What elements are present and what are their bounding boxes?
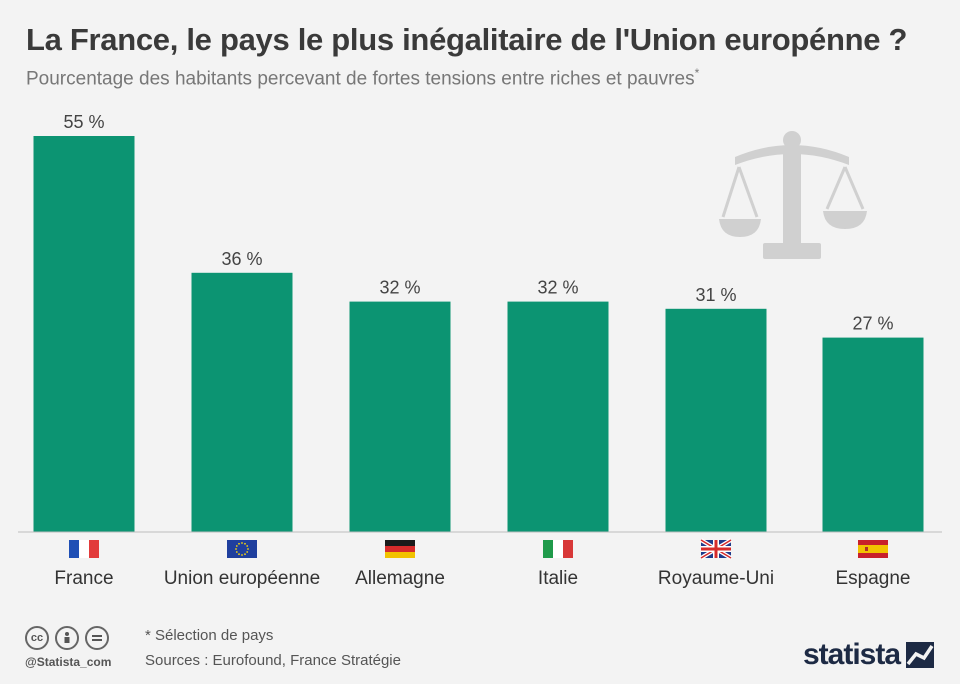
uk-flag-icon [699,538,733,560]
nd-icon [85,626,109,650]
bar-royaume-uni [665,308,767,532]
statista-logo-text: statista [803,638,901,671]
chart-title: La France, le pays le plus inégalitaire … [26,22,908,57]
value-label: 36 % [221,249,262,269]
eu-flag-icon [227,540,257,558]
germany-flag-icon [385,540,415,558]
category-label: Italie [538,568,578,589]
scale-icon [719,131,867,259]
category-label: France [54,568,113,589]
by-icon [55,626,79,650]
bar-espagne [822,337,924,532]
bar-allemagne [349,301,451,532]
cc-icon: cc [25,626,49,650]
footnote: * Sélection de pays [145,627,274,644]
subtitle-text: Pourcentage des habitants percevant de f… [26,68,695,90]
italy-flag-icon [543,540,573,558]
france-flag-icon [69,540,99,558]
value-label: 27 % [852,314,893,334]
value-label: 55 % [63,112,104,132]
statista-logo-icon [906,642,934,668]
subtitle-footnote-mark: * [694,66,700,80]
category-label: Union européenne [164,568,320,589]
sources: Sources : Eurofound, France Stratégie [145,652,401,669]
category-label: Royaume-Uni [658,568,774,589]
value-label: 32 % [537,278,578,298]
value-label: 32 % [379,278,420,298]
bar-union-européenne [191,272,293,532]
category-label: Espagne [835,568,910,589]
bar-france [33,136,135,532]
value-label: 31 % [695,285,736,305]
bar-italie [507,301,609,532]
statista-handle: @Statista_com [25,655,112,669]
license-icons: cc [25,626,109,650]
category-label: Allemagne [355,568,445,589]
spain-flag-icon [858,540,888,558]
chart-subtitle: Pourcentage des habitants percevant de f… [26,66,699,90]
